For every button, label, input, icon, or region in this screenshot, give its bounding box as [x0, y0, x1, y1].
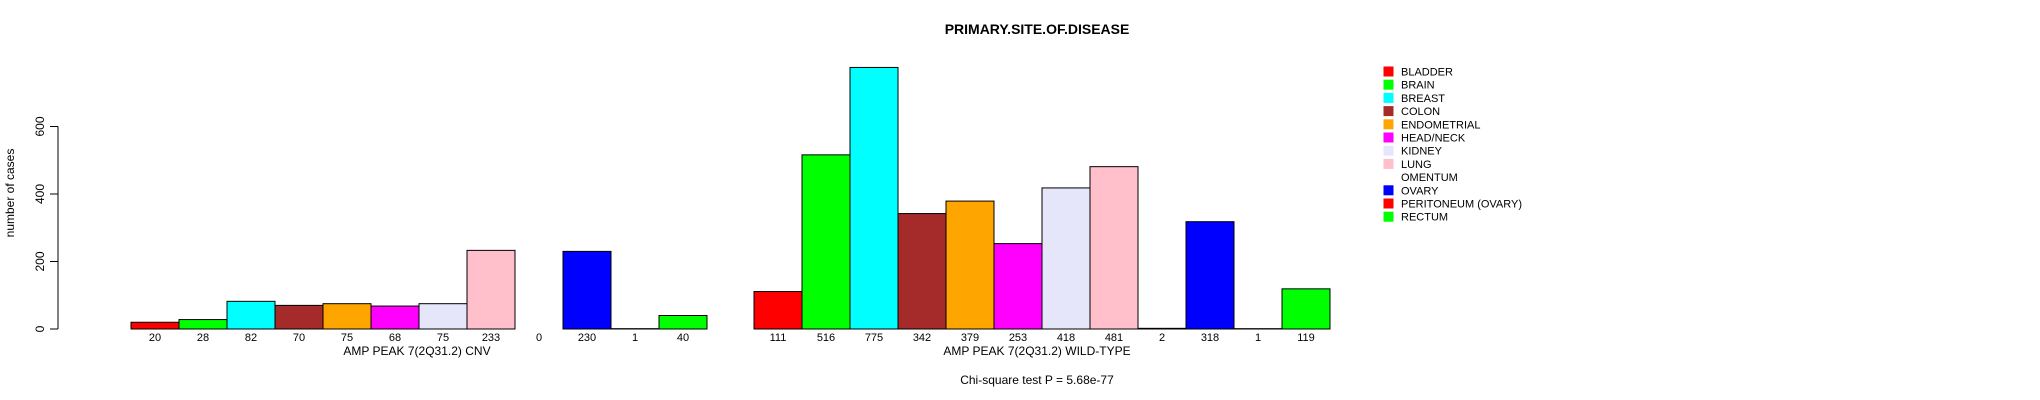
chart-title: PRIMARY.SITE.OF.DISEASE: [945, 21, 1130, 37]
legend-swatch-endometrial: [1383, 119, 1394, 130]
count-label-wild-type-lung: 481: [1105, 332, 1123, 344]
legend-swatch-rectum: [1383, 211, 1394, 222]
legend-label-kidney: KIDNEY: [1401, 146, 1443, 158]
legend-label-ovary: OVARY: [1401, 185, 1439, 197]
count-label-wild-type-breast: 775: [865, 332, 883, 344]
count-label-cnv-head-neck: 68: [389, 332, 401, 344]
y-tick-label-400: 400: [33, 184, 47, 204]
legend-label-endometrial: ENDOMETRIAL: [1401, 119, 1480, 131]
legend-swatch-colon: [1383, 106, 1394, 117]
legend-swatch-omentum: [1384, 172, 1393, 182]
bar-cnv-brain: [178, 319, 228, 330]
bar-wild-type-brain: [801, 154, 851, 330]
count-label-cnv-peritoneum-ovary: 1: [632, 332, 638, 344]
y-tick-label-200: 200: [33, 251, 47, 271]
bar-wild-type-breast: [849, 66, 899, 330]
legend-swatch-kidney: [1383, 145, 1394, 156]
legend-swatch-lung: [1383, 158, 1394, 169]
bar-wild-type-omentum: [1137, 327, 1187, 330]
bar-wild-type-rectum: [1281, 288, 1331, 330]
bar-wild-type-kidney: [1041, 187, 1091, 330]
bar-wild-type-bladder: [753, 291, 803, 330]
count-label-wild-type-kidney: 418: [1057, 332, 1075, 344]
legend-swatch-peritoneum-ovary: [1383, 198, 1394, 209]
count-label-wild-type-brain: 516: [817, 332, 835, 344]
legend-swatch-breast: [1383, 92, 1394, 103]
legend-label-rectum: RECTUM: [1401, 212, 1448, 224]
y-axis-label: number of cases: [3, 149, 17, 238]
bar-cnv-lung: [466, 249, 516, 330]
bar-cnv-breast: [226, 300, 276, 330]
group-label-cnv: AMP PEAK 7(2Q31.2) CNV: [343, 344, 490, 358]
count-label-wild-type-colon: 342: [913, 332, 931, 344]
count-label-wild-type-omentum: 2: [1159, 332, 1165, 344]
count-label-cnv-colon: 70: [293, 332, 305, 344]
count-label-wild-type-head-neck: 253: [1009, 332, 1027, 344]
legend-swatch-ovary: [1383, 185, 1394, 196]
legend-label-colon: COLON: [1401, 106, 1440, 118]
bar-wild-type-ovary: [1185, 221, 1235, 330]
legend-label-omentum: OMENTUM: [1401, 172, 1458, 184]
bar-wild-type-lung: [1089, 166, 1139, 330]
bar-wild-type-colon: [897, 213, 947, 330]
legend-label-breast: BREAST: [1401, 93, 1445, 105]
legend-label-bladder: BLADDER: [1401, 67, 1453, 79]
chi-square-footer: Chi-square test P = 5.68e-77: [960, 373, 1114, 387]
count-label-wild-type-bladder: 111: [770, 332, 787, 344]
count-label-wild-type-rectum: 119: [1297, 332, 1315, 344]
bar-cnv-endometrial: [322, 303, 372, 330]
count-label-cnv-omentum: 0: [536, 332, 542, 344]
legend-swatch-brain: [1383, 79, 1394, 90]
bar-wild-type-head-neck: [993, 243, 1043, 330]
y-tick-label-0: 0: [33, 325, 47, 332]
count-label-cnv-lung: 233: [482, 332, 500, 344]
group-label-wild-type: AMP PEAK 7(2Q31.2) WILD-TYPE: [943, 344, 1130, 358]
bar-cnv-colon: [274, 304, 324, 330]
count-label-cnv-bladder: 20: [149, 332, 161, 344]
bar-cnv-kidney: [418, 303, 468, 330]
legend-label-peritoneum-ovary: PERITONEUM (OVARY): [1401, 199, 1522, 211]
y-tick-label-600: 600: [33, 116, 47, 136]
count-label-cnv-breast: 82: [245, 332, 257, 344]
count-label-cnv-ovary: 230: [578, 332, 596, 344]
legend-label-head-neck: HEAD/NECK: [1401, 133, 1466, 145]
bar-wild-type-endometrial: [945, 200, 995, 330]
bars: [130, 66, 1331, 330]
count-label-cnv-kidney: 75: [437, 332, 449, 344]
legend-label-lung: LUNG: [1401, 159, 1432, 171]
bar-cnv-ovary: [562, 250, 612, 330]
legend-swatch-head-neck: [1383, 132, 1394, 143]
y-axis: 0 200 400 600: [33, 116, 59, 332]
bar-cnv-bladder: [130, 321, 180, 330]
count-label-wild-type-ovary: 318: [1201, 332, 1219, 344]
count-label-cnv-endometrial: 75: [341, 332, 353, 344]
count-label-cnv-rectum: 40: [677, 332, 689, 344]
bar-cnv-rectum: [658, 315, 708, 330]
bar-cnv-head-neck: [370, 305, 420, 330]
count-labels: 20 28 82 70 75 68 75 233 0 230 1 40 111 516 775 342 379 2…: [149, 332, 1315, 344]
count-label-cnv-brain: 28: [197, 332, 209, 344]
count-label-wild-type-endometrial: 379: [961, 332, 979, 344]
legend-swatch-bladder: [1383, 66, 1394, 77]
legend-label-brain: BRAIN: [1401, 80, 1435, 92]
count-label-wild-type-peritoneum-ovary: 1: [1255, 332, 1261, 344]
